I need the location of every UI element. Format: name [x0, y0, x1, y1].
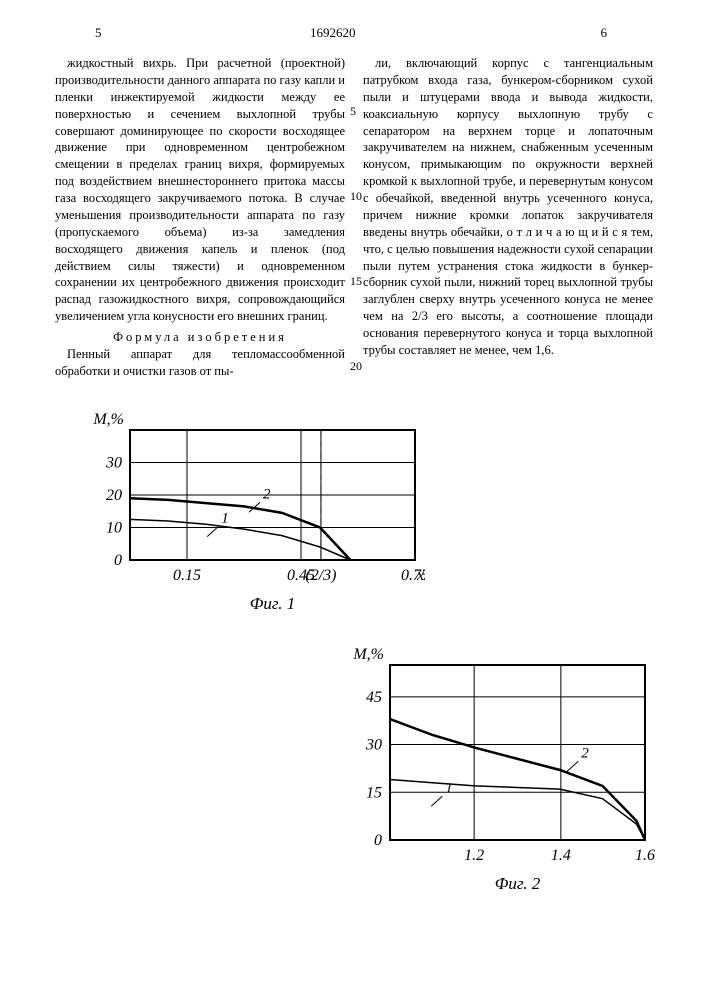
svg-text:1: 1: [221, 511, 229, 527]
svg-text:15: 15: [366, 784, 382, 801]
left-column: жидкостный вихрь. При расчетной (проектн…: [55, 55, 345, 380]
line-marker-10: 10: [350, 188, 362, 204]
svg-text:0: 0: [374, 832, 382, 849]
line-marker-15: 15: [350, 273, 362, 289]
page-number-right: 6: [601, 25, 608, 41]
left-p1: жидкостный вихрь. При расчетной (проектн…: [55, 55, 345, 325]
page: 5 1692620 6 жидкостный вихрь. При расчет…: [0, 0, 707, 1000]
svg-text:2: 2: [263, 486, 271, 502]
figure-1: 01020300.150.45(2/3)0.75M,%x/Hк12Фиг. 1: [85, 405, 425, 615]
page-number-left: 5: [95, 25, 102, 41]
svg-text:45: 45: [366, 689, 382, 706]
svg-text:0: 0: [114, 552, 122, 569]
svg-text:10: 10: [106, 520, 122, 537]
formula-heading: Формула изобретения: [55, 329, 345, 346]
svg-text:1.2: 1.2: [464, 847, 484, 864]
svg-text:Фиг. 1: Фиг. 1: [250, 594, 296, 613]
svg-text:1.6: 1.6: [635, 847, 655, 864]
document-number: 1692620: [310, 25, 356, 41]
svg-text:1: 1: [445, 780, 453, 796]
svg-text:(2/3): (2/3): [305, 567, 336, 584]
svg-text:Фиг. 2: Фиг. 2: [495, 874, 541, 893]
left-p2: Пенный аппарат для тепломассообменной об…: [55, 346, 345, 380]
svg-text:30: 30: [365, 737, 382, 754]
right-p1: ли, включающий корпус с тангенциальным п…: [363, 55, 653, 359]
svg-text:M,%: M,%: [92, 411, 124, 428]
svg-text:1.4: 1.4: [551, 847, 571, 864]
right-column: ли, включающий корпус с тангенциальным п…: [363, 55, 653, 380]
svg-text:2: 2: [581, 745, 589, 761]
line-marker-5: 5: [350, 103, 356, 119]
svg-text:0.15: 0.15: [173, 567, 201, 584]
line-marker-20: 20: [350, 358, 362, 374]
svg-text:30: 30: [105, 455, 122, 472]
svg-text:x/Hк: x/Hк: [416, 567, 425, 584]
svg-text:M,%: M,%: [352, 646, 384, 663]
svg-text:20: 20: [106, 487, 122, 504]
figure-2: 0 15 30 45 1.2 1.4 1.6 M,% 1 2 Фиг. 2: [345, 640, 655, 895]
